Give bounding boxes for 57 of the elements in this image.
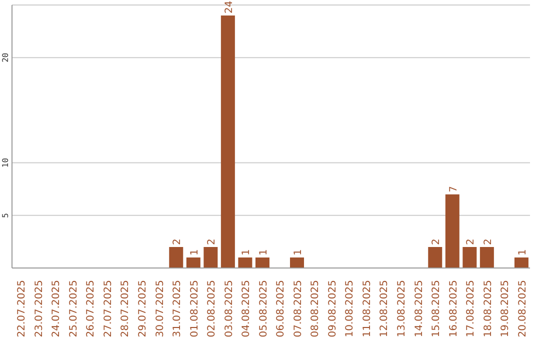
x-tick-label: 05.08.2025 — [258, 280, 270, 338]
bar — [238, 257, 252, 268]
x-tick-label: 23.07.2025 — [34, 280, 45, 338]
x-tick-label: 31.07.2025 — [172, 280, 184, 338]
x-tick-label: 04.08.2025 — [241, 280, 252, 338]
x-tick-label: 02.08.2025 — [206, 280, 218, 338]
bar — [169, 246, 184, 268]
bar — [186, 257, 200, 268]
y-tick-label: 5 — [1, 212, 10, 218]
bar — [462, 246, 477, 268]
x-tick-label: 17.08.2025 — [466, 280, 477, 338]
x-tick-label: 07.08.2025 — [292, 280, 304, 338]
x-tick-label: 12.08.2025 — [379, 280, 390, 338]
x-tick-label: 26.07.2025 — [86, 280, 97, 338]
data-label: 2 — [466, 238, 477, 245]
x-tick-label: 08.08.2025 — [310, 280, 322, 338]
x-tick-label: 13.08.2025 — [396, 280, 408, 338]
data-label: 7 — [448, 186, 460, 192]
x-tick-label: 28.07.2025 — [120, 280, 132, 338]
y-tick-label: 10 — [1, 158, 10, 168]
x-tick-label: 18.08.2025 — [482, 280, 494, 338]
bar — [290, 257, 304, 268]
x-tick-label: 01.08.2025 — [189, 280, 200, 338]
x-tick-label: 30.07.2025 — [154, 280, 166, 338]
x-tick-label: 29.07.2025 — [138, 280, 148, 338]
data-label: 24 — [224, 0, 235, 14]
data-label: 2 — [206, 238, 218, 245]
x-tick-label: 24.07.2025 — [51, 280, 62, 338]
x-tick-label: 14.08.2025 — [414, 280, 425, 338]
x-tick-label: 27.07.2025 — [102, 280, 114, 338]
data-label: 1 — [241, 249, 252, 256]
x-tick-label: 06.08.2025 — [276, 280, 287, 338]
x-tick-label: 10.08.2025 — [344, 280, 356, 338]
data-label: 2 — [431, 238, 442, 245]
x-tick-label: 15.08.2025 — [431, 280, 442, 338]
bar — [514, 257, 528, 268]
bar — [480, 246, 494, 268]
bar — [204, 246, 218, 268]
x-tick-label: 22.07.2025 — [16, 280, 28, 338]
x-tick-label: 20.08.2025 — [517, 280, 528, 338]
bar — [428, 246, 442, 268]
data-label: 1 — [292, 249, 304, 256]
x-tick-label: 09.08.2025 — [327, 280, 338, 338]
data-label: 2 — [482, 238, 494, 245]
data-label: 1 — [258, 249, 270, 256]
bar — [445, 194, 460, 268]
x-tick-label: 19.08.2025 — [500, 280, 512, 338]
bar — [220, 16, 235, 268]
y-tick-label: 20 — [1, 52, 10, 62]
data-label: 2 — [172, 238, 184, 245]
x-tick-label: 25.07.2025 — [68, 280, 80, 338]
data-label: 1 — [189, 249, 200, 256]
bar — [255, 257, 270, 268]
x-tick-label: 11.08.2025 — [362, 280, 373, 338]
x-tick-label: 03.08.2025 — [224, 280, 235, 338]
data-label: 1 — [517, 249, 528, 256]
x-tick-label: 16.08.2025 — [448, 280, 460, 338]
